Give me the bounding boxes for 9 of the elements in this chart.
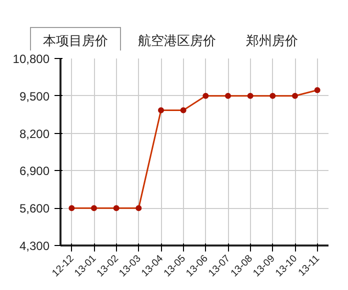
y-tick-label: 9,500 <box>19 89 50 104</box>
y-tick-label: 6,900 <box>19 164 50 178</box>
text: 郑州房价 <box>245 33 299 51</box>
y-tick-label: 8,200 <box>19 126 50 141</box>
y-tick-label: 5,600 <box>19 202 50 216</box>
text: 本项目房价 <box>43 34 108 49</box>
text: 航空港区房价 <box>137 33 217 51</box>
y-tick-label: 10,800 <box>12 52 50 66</box>
y-tick-label: 4,300 <box>19 239 50 253</box>
